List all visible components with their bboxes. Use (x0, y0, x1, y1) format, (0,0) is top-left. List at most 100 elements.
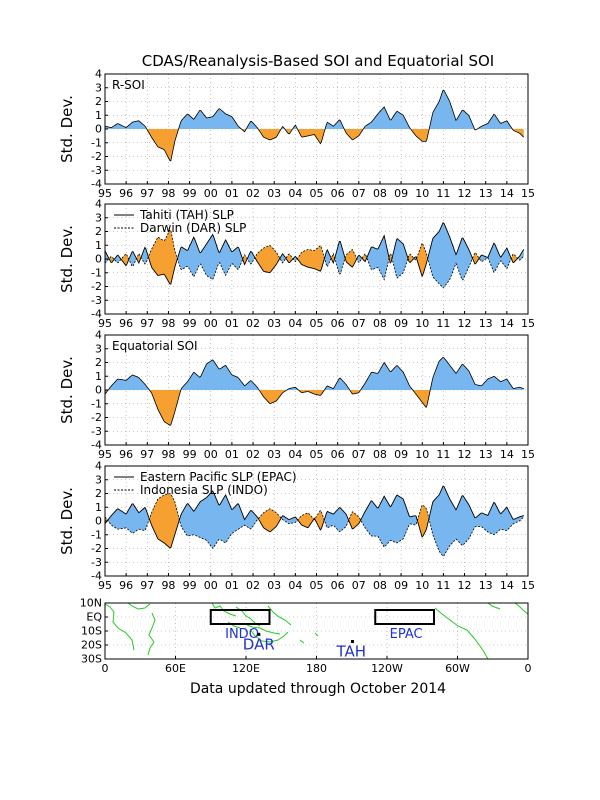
x-tick-label: 06 (331, 448, 345, 461)
x-tick-label: 99 (183, 187, 197, 200)
region-box (209, 609, 271, 625)
x-tick-label: 07 (352, 448, 366, 461)
land-outline (299, 639, 305, 644)
negative-area (510, 254, 518, 263)
panel-label: Equatorial SOI (112, 339, 198, 353)
x-tick-label: 06 (331, 187, 345, 200)
y-tick-label: 1 (95, 501, 102, 514)
y-tick-label: -4 (91, 570, 102, 583)
land-outline (487, 602, 501, 610)
x-tick-label: 01 (225, 448, 239, 461)
y-tick-label: 10S (81, 625, 102, 638)
negative-area (105, 129, 524, 161)
x-tick-label: 95 (98, 579, 112, 592)
x-tick-label: 96 (119, 579, 133, 592)
x-tick-label: 06 (331, 317, 345, 330)
x-tick-label: 180 (306, 662, 327, 675)
negative-area (296, 245, 326, 272)
legend-label: Indonesia SLP (INDO) (140, 483, 268, 497)
x-tick-label: 05 (310, 317, 324, 330)
negative-area (314, 510, 325, 530)
station-marker (257, 632, 261, 636)
negative-area (120, 253, 129, 266)
x-tick-label: 01 (225, 317, 239, 330)
land-outline (244, 623, 281, 635)
y-tick-label: 0 (95, 123, 102, 136)
y-tick-label: 1 (95, 239, 102, 252)
x-tick-label: 05 (310, 187, 324, 200)
x-tick-label: 15 (521, 187, 535, 200)
y-tick-label: -2 (91, 280, 102, 293)
x-tick-label: 12 (458, 579, 472, 592)
positive-area (324, 249, 332, 267)
y-tick-label: 2 (95, 225, 102, 238)
y-tick-label: 2 (95, 487, 102, 500)
x-tick-label: 120W (371, 662, 403, 675)
x-tick-label: 08 (373, 317, 387, 330)
x-tick-label: 15 (521, 448, 535, 461)
x-tick-label: 60E (165, 662, 186, 675)
x-tick-label: 00 (204, 317, 218, 330)
x-tick-label: 00 (204, 448, 218, 461)
negative-area (148, 493, 180, 548)
x-tick-label: 04 (288, 579, 302, 592)
x-tick-label: 95 (98, 448, 112, 461)
y-tick-label: -4 (91, 178, 102, 191)
x-tick-label: 04 (288, 448, 302, 461)
x-tick-label: 13 (479, 317, 493, 330)
negative-area (257, 508, 282, 532)
x-tick-label: 12 (458, 187, 472, 200)
x-tick-label: 05 (310, 579, 324, 592)
x-tick-label: 96 (119, 448, 133, 461)
positive-area (106, 503, 150, 534)
series-line-dashed (104, 493, 525, 557)
negative-area (135, 253, 142, 263)
y-tick-label: EQ (86, 611, 102, 624)
y-tick-label: 4 (95, 68, 102, 81)
x-tick-label: 05 (310, 448, 324, 461)
y-tick-label: -2 (91, 542, 102, 555)
negative-area (297, 513, 315, 528)
x-tick-label: 97 (140, 317, 154, 330)
x-tick-label: 120E (232, 662, 260, 675)
region-box (374, 609, 435, 625)
x-tick-label: 13 (479, 448, 493, 461)
y-tick-label: -1 (91, 136, 102, 149)
negative-area (105, 390, 524, 426)
y-tick-label: 3 (95, 81, 102, 94)
negative-area (348, 511, 362, 529)
negative-area (344, 249, 358, 268)
y-tick-label: 20S (81, 639, 102, 652)
x-tick-label: 03 (267, 317, 281, 330)
region-label: INDO (225, 627, 259, 642)
y-tick-label: 2 (95, 356, 102, 369)
x-tick-label: 09 (394, 579, 408, 592)
y-tick-label: 4 (95, 329, 102, 342)
x-tick-label: 03 (267, 187, 281, 200)
negative-area (254, 245, 281, 273)
series-line (104, 356, 524, 426)
x-tick-label: 08 (373, 187, 387, 200)
x-tick-label: 14 (500, 579, 514, 592)
y-tick-label: -3 (91, 556, 102, 569)
negative-area (416, 243, 429, 277)
y-axis-label: Std. Dev. (58, 487, 76, 555)
negative-area (285, 254, 294, 263)
series-line-solid (104, 222, 525, 285)
y-tick-label: 2 (95, 95, 102, 108)
y-tick-label: -2 (91, 411, 102, 424)
x-tick-label: 06 (331, 579, 345, 592)
series-line (104, 89, 525, 162)
negative-area (147, 230, 178, 285)
y-tick-label: -3 (91, 164, 102, 177)
y-tick-label: 0 (95, 384, 102, 397)
x-tick-label: 99 (183, 579, 197, 592)
x-tick-label: 0 (525, 662, 532, 675)
x-tick-label: 07 (352, 187, 366, 200)
x-tick-label: 10 (415, 448, 429, 461)
y-tick-label: -1 (91, 397, 102, 410)
land-outline (314, 632, 319, 637)
land-outline (514, 602, 529, 615)
